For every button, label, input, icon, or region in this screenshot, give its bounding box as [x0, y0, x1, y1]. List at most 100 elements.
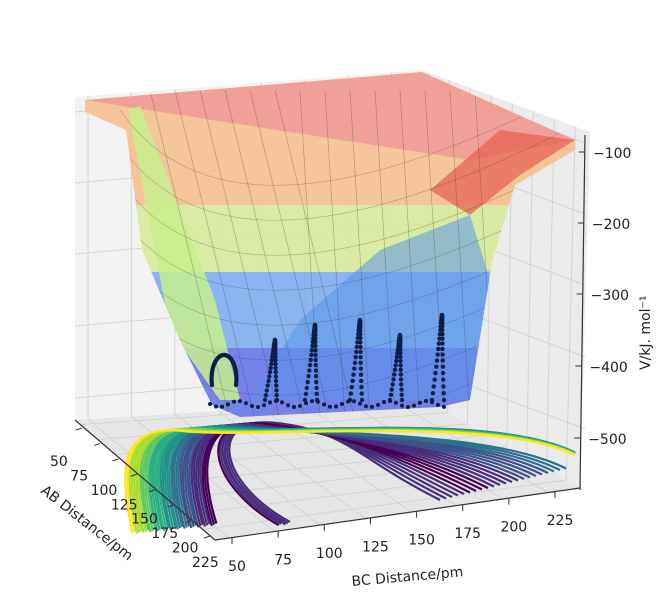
ab-tick-label: 125: [111, 497, 138, 513]
trajectory-point: [309, 348, 314, 353]
trajectory-point: [440, 358, 445, 363]
bc-tick-label: 125: [362, 539, 389, 555]
trajectory-point: [352, 360, 358, 365]
trajectory-point: [430, 400, 434, 405]
trajectory-point: [273, 378, 279, 384]
bc-axis-line: [214, 487, 581, 541]
ab-tick-label: 175: [151, 526, 178, 542]
ab-tick-mark: [148, 489, 156, 493]
trajectory-point: [334, 404, 338, 409]
trajectory-point: [440, 324, 445, 329]
surface-mesh-line: [149, 89, 231, 417]
trajectory-point: [266, 378, 271, 384]
trajectory-point: [305, 379, 310, 385]
trajectory-point: [350, 378, 355, 384]
trajectory-point: [313, 339, 318, 345]
trajectory-point: [273, 358, 278, 363]
trajectory-point: [358, 360, 363, 365]
trajectory-point: [398, 358, 403, 364]
trajectory-point: [382, 400, 386, 405]
v-tick-label: −300: [591, 288, 629, 304]
trajectory-point: [389, 387, 394, 392]
trajectory-point: [394, 354, 399, 360]
trajectory-point: [340, 401, 344, 406]
trajectory-point: [406, 404, 410, 409]
grid-line: [565, 126, 576, 481]
trajectory-point: [388, 399, 392, 404]
trajectory-point: [440, 346, 445, 352]
trajectory-point: [359, 391, 364, 396]
trajectory-point: [358, 340, 363, 345]
trajectory-point: [232, 399, 236, 404]
trajectory-point: [348, 391, 354, 396]
trajectory-point: [434, 364, 439, 369]
surface-mesh-line: [274, 89, 356, 417]
bc-tick-label: 100: [316, 546, 343, 562]
trajectory-point: [264, 388, 269, 393]
ab-tick-mark: [185, 520, 192, 524]
trajectory-point: [358, 349, 363, 355]
ab-tick-mark: [94, 442, 101, 446]
trajectory-point: [424, 399, 428, 404]
floor-contours: [124, 421, 576, 534]
trajectory-point: [274, 383, 279, 388]
surface-mesh-line: [224, 89, 306, 417]
trajectory-point: [298, 403, 302, 408]
trajectory-point: [307, 362, 313, 368]
trajectory-point: [431, 384, 436, 389]
surface-mesh-line: [349, 89, 371, 417]
trajectory-point: [390, 382, 395, 387]
trajectory-point: [440, 332, 445, 337]
trajectory-point: [267, 369, 273, 375]
trajectory-point: [418, 400, 422, 405]
trajectory-point: [273, 354, 278, 359]
trajectory-point: [398, 377, 404, 382]
contour-line: [124, 429, 576, 534]
trajectory-point: [440, 341, 445, 346]
trajectory-point: [314, 385, 319, 391]
trajectory-point: [399, 397, 405, 403]
surface-mesh-line: [119, 124, 575, 221]
v-tick-label: −400: [589, 360, 627, 376]
trajectory-point: [313, 332, 318, 338]
trajectory-point: [274, 393, 279, 398]
trajectory-point: [313, 362, 318, 368]
trajectory-point: [400, 403, 404, 408]
trajectory-point: [269, 361, 274, 367]
trajectory-point: [314, 391, 319, 397]
trajectory-point: [440, 336, 445, 341]
trajectory-point: [304, 385, 309, 391]
ab-tick-mark: [130, 473, 138, 477]
trajectory-point: [441, 391, 446, 396]
trajectory-point: [273, 351, 278, 356]
bc-axis-label: BC Distance/pm: [351, 564, 464, 590]
trajectory-point: [398, 367, 403, 372]
trajectory-point: [313, 343, 318, 349]
trajectory-point: [256, 404, 260, 409]
trajectory-point: [349, 385, 354, 390]
trajectory-point: [376, 402, 380, 407]
trajectory-point: [313, 368, 319, 373]
v-axis-label: V/kJ. mol⁻¹: [638, 295, 654, 370]
trajectory-point: [358, 401, 362, 406]
trajectory-point: [273, 374, 279, 379]
axes: [74, 134, 586, 541]
trajectory-point: [394, 400, 398, 405]
bc-tick-label: 150: [408, 533, 435, 549]
trajectory-point: [309, 352, 314, 358]
trajectory-point: [388, 392, 394, 397]
trajectory-point: [304, 401, 308, 406]
trajectory-point: [313, 357, 318, 363]
surface-mesh-line: [449, 89, 471, 417]
ab-tick-mark: [112, 458, 119, 462]
trajectory-point: [353, 355, 358, 360]
trajectory-point: [280, 400, 284, 405]
trajectory-point: [358, 344, 363, 350]
grid-line: [202, 479, 567, 530]
surface-mesh-line: [324, 89, 346, 417]
trajectory-point: [435, 352, 440, 357]
trajectory: [208, 312, 447, 409]
surface-mesh-line: [399, 89, 421, 417]
ab-tick-label: 100: [91, 483, 118, 499]
trajectory-point: [434, 358, 440, 363]
